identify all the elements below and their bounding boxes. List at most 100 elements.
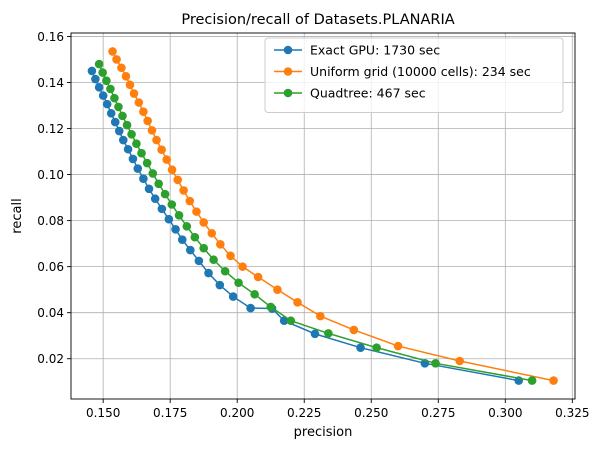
- legend-label: Quadtree: 467 sec: [310, 86, 426, 101]
- y-tick-label: 0.06: [37, 260, 64, 274]
- data-point: [94, 59, 104, 69]
- legend-entry: Quadtree: 467 sec: [274, 86, 426, 101]
- data-point: [199, 243, 209, 253]
- data-point: [356, 343, 365, 352]
- data-point: [121, 71, 131, 81]
- data-point: [372, 343, 381, 352]
- legend-marker: [283, 67, 293, 76]
- data-point: [157, 204, 167, 214]
- x-tick-label: 0.300: [488, 406, 522, 420]
- data-point: [209, 255, 218, 265]
- data-point: [139, 107, 148, 117]
- data-point: [194, 256, 204, 266]
- y-axis-label: recall: [10, 198, 25, 233]
- data-point: [238, 262, 247, 271]
- data-point: [549, 376, 558, 385]
- data-point: [139, 174, 148, 184]
- x-tick-label: 0.275: [421, 406, 455, 420]
- data-point: [182, 222, 192, 231]
- y-tick-label: 0.16: [37, 30, 64, 44]
- y-tick-label: 0.02: [37, 352, 64, 366]
- data-point: [234, 278, 243, 288]
- x-tick-label: 0.150: [86, 406, 120, 420]
- data-point: [154, 179, 163, 189]
- y-tick-label: 0.04: [37, 306, 64, 320]
- data-point: [150, 194, 160, 204]
- data-point: [192, 207, 201, 216]
- data-point: [144, 184, 154, 194]
- data-point: [91, 74, 100, 84]
- data-point: [162, 155, 172, 164]
- data-point: [266, 302, 276, 312]
- data-point: [117, 63, 126, 73]
- data-point: [215, 280, 225, 290]
- series-2: [94, 59, 537, 385]
- data-point: [98, 68, 107, 77]
- data-point: [167, 200, 177, 209]
- data-point: [127, 129, 136, 139]
- legend: Exact GPU: 1730 sec Uniform grid (10000 c…: [264, 37, 564, 113]
- data-point: [226, 251, 235, 261]
- data-point: [164, 214, 174, 224]
- x-tick-label: 0.325: [555, 406, 589, 420]
- data-point: [185, 245, 195, 255]
- data-point: [114, 126, 124, 136]
- data-point: [123, 144, 133, 154]
- data-point: [143, 116, 152, 126]
- data-point: [94, 83, 104, 92]
- data-point: [250, 289, 259, 299]
- data-point: [190, 232, 200, 242]
- data-point: [177, 235, 187, 245]
- data-point: [293, 298, 302, 307]
- data-point: [98, 91, 108, 100]
- legend-label: Uniform grid (10000 cells): 234 sec: [310, 64, 531, 79]
- data-point: [160, 189, 170, 199]
- x-tick-label: 0.250: [354, 406, 388, 420]
- data-point: [253, 272, 263, 282]
- data-point: [174, 211, 184, 220]
- data-point: [185, 196, 195, 206]
- data-point: [108, 47, 117, 56]
- data-point: [171, 225, 180, 234]
- data-point: [152, 135, 161, 145]
- legend-entry: Uniform grid (10000 cells): 234 sec: [274, 64, 531, 79]
- data-point: [110, 93, 119, 103]
- data-point: [137, 148, 146, 158]
- data-point: [110, 117, 120, 127]
- data-point: [102, 99, 112, 109]
- data-point: [102, 76, 111, 85]
- data-point: [147, 126, 157, 135]
- data-point: [310, 329, 320, 339]
- data-point: [393, 341, 403, 351]
- data-point: [142, 158, 152, 168]
- data-point: [106, 84, 115, 94]
- x-tick-label: 0.175: [153, 406, 187, 420]
- data-point: [128, 154, 138, 164]
- data-point: [279, 316, 289, 326]
- data-point: [132, 139, 141, 149]
- data-point: [87, 66, 97, 76]
- data-point: [118, 111, 127, 121]
- y-tick-label: 0.14: [37, 76, 64, 90]
- plot-frame: [70, 32, 576, 400]
- x-axis-label: precision: [294, 425, 353, 440]
- data-point: [207, 228, 217, 238]
- data-point: [125, 80, 135, 90]
- data-point: [316, 311, 325, 321]
- data-point: [167, 165, 177, 175]
- y-tick-label: 0.12: [37, 122, 64, 136]
- data-point: [157, 145, 166, 155]
- data-point: [199, 218, 209, 227]
- series-1: [108, 47, 558, 385]
- data-point: [455, 356, 465, 366]
- y-tick-label: 0.10: [37, 168, 64, 182]
- data-point: [204, 268, 213, 278]
- data-point: [246, 303, 255, 313]
- x-tick-label: 0.225: [287, 406, 321, 420]
- data-point: [220, 266, 230, 276]
- data-point: [118, 135, 128, 145]
- axis-ticks: 0.150 0.175 0.200 0.225 0.250 0.275 0.300 0.325…: [37, 30, 589, 420]
- data-point: [114, 102, 123, 112]
- x-tick-label: 0.200: [220, 406, 254, 420]
